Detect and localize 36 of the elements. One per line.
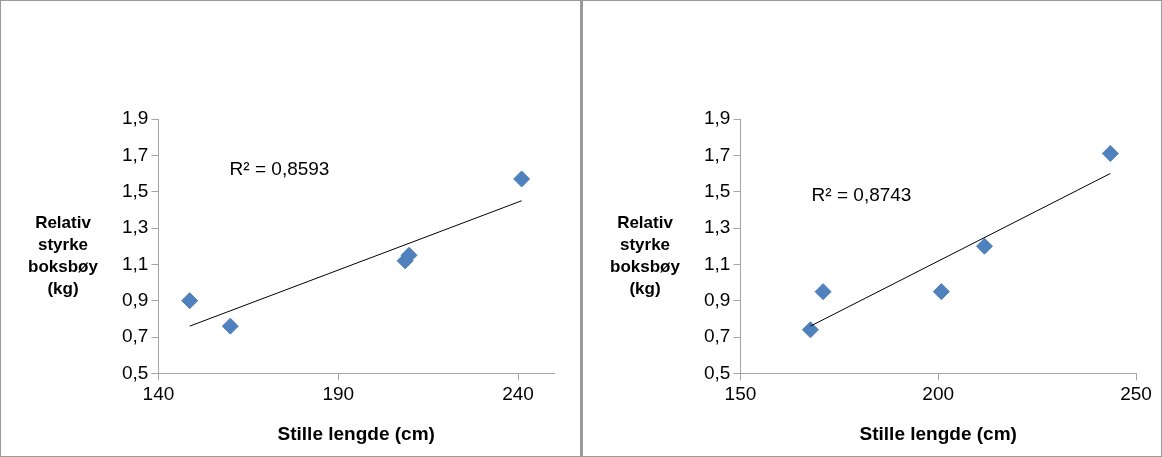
point — [975, 237, 993, 255]
x-tick-label: 150 — [724, 383, 756, 405]
annotation: R² = 0,8593 — [229, 158, 330, 180]
y-tick-label: 0,5 — [121, 361, 149, 383]
y-axis-title: Relativ styrke boksbøy (kg) — [609, 212, 680, 298]
x-tick-label: 250 — [1119, 383, 1152, 405]
y-tick-label: 1,5 — [703, 179, 730, 201]
point — [814, 283, 832, 301]
y-tick-label: 1,3 — [703, 216, 730, 238]
y-tick-label: 0,9 — [121, 288, 149, 310]
point — [801, 321, 819, 339]
x-axis-title: Stille lengde (cm) — [859, 422, 1017, 444]
y-tick-label: 0,7 — [703, 325, 730, 347]
point — [513, 170, 531, 188]
y-tick-label: 1,7 — [121, 143, 149, 165]
y-tick-label: 1,9 — [703, 107, 730, 129]
y-tick-label: 1,5 — [121, 179, 149, 201]
y-tick-label: 1,3 — [121, 216, 149, 238]
x-axis-title: Stille lengde (cm) — [277, 422, 435, 444]
y-tick-label: 0,9 — [703, 288, 730, 310]
y-tick-label: 0,5 — [703, 361, 730, 383]
x-tick-label: 240 — [502, 383, 534, 405]
x-tick-label: 140 — [142, 383, 175, 405]
y-tick-label: 0,7 — [121, 325, 149, 347]
y-tick-label: 1,1 — [703, 252, 730, 274]
annotation: R² = 0,8743 — [811, 183, 911, 205]
y-tick-label: 1,1 — [121, 252, 149, 274]
x-tick-label: 200 — [921, 383, 954, 405]
x-tick-label: 190 — [322, 383, 355, 405]
point — [181, 292, 199, 310]
point — [932, 283, 950, 301]
point — [1101, 145, 1119, 163]
y-axis-title: Relativ styrke boksbøy (kg) — [28, 212, 99, 298]
y-tick-label: 1,9 — [121, 107, 149, 129]
y-tick-label: 1,7 — [703, 143, 730, 165]
point — [221, 317, 239, 335]
